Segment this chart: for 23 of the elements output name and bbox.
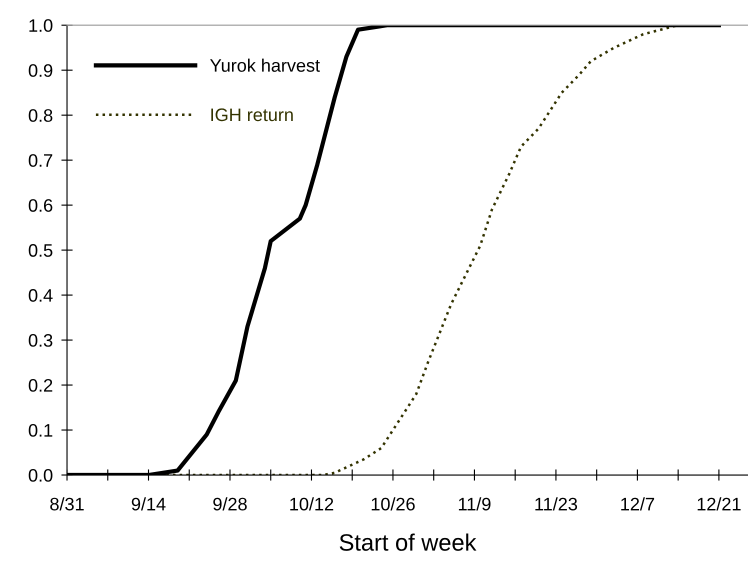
x-tick-label: 12/7 — [621, 497, 654, 510]
y-tick-label: 1.0 — [29, 19, 52, 32]
y-tick-label: 0.2 — [28, 378, 52, 392]
y-tick-label: 0.3 — [28, 334, 52, 347]
y-tick-label: 0.4 — [28, 289, 53, 302]
y-tick-label: 0.7 — [28, 154, 52, 167]
y-tick-label: 0.6 — [28, 199, 52, 212]
y-tick-label: 0.8 — [28, 109, 52, 122]
x-tick-label: 10/26 — [372, 497, 415, 510]
x-tick-label: 11/9 — [458, 497, 490, 510]
x-tick-label: 11/23 — [535, 497, 578, 510]
y-tick-label: 0.9 — [28, 64, 52, 77]
x-tick-label: 12/21 — [698, 497, 741, 510]
x-tick-label: 10/12 — [290, 497, 334, 510]
x-tick-label: 9/14 — [132, 497, 166, 510]
x-tick-label: 8/31 — [50, 497, 84, 510]
x-axis-title: Start of week — [340, 534, 476, 551]
series-label: Yurok harvest — [210, 58, 320, 72]
y-tick-label: 0.1 — [28, 424, 52, 437]
text: IGH return — [211, 108, 293, 122]
x-tick-label: 9/28 — [213, 497, 247, 510]
y-tick-label: 0.0 — [28, 468, 52, 482]
y-tick-label: 0.5 — [28, 244, 52, 257]
